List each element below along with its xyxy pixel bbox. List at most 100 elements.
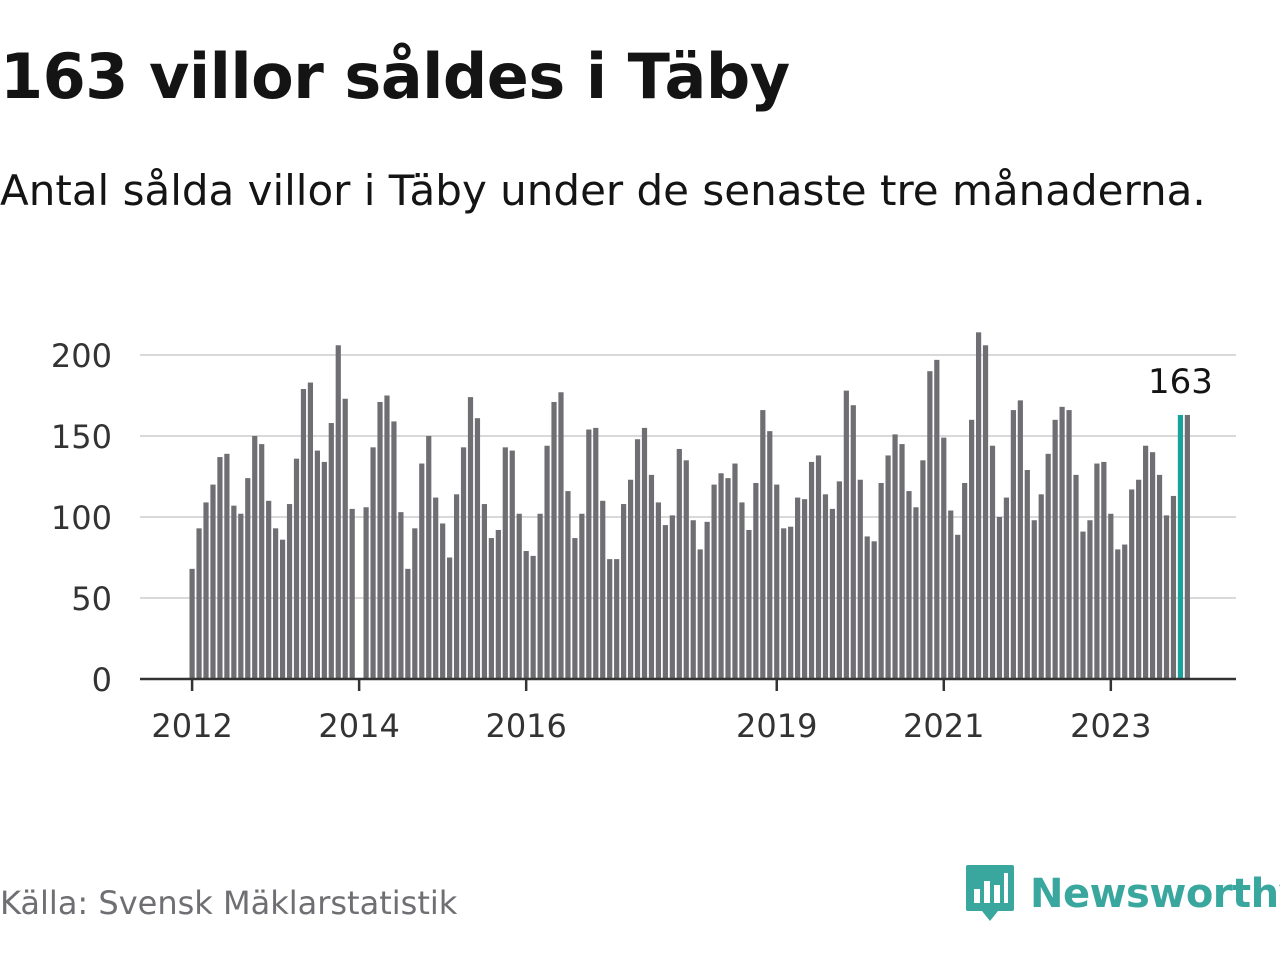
bar [955, 534, 961, 679]
bar [648, 474, 655, 679]
bar [210, 484, 216, 679]
bar [551, 401, 557, 679]
bar [238, 513, 244, 679]
bar [614, 559, 620, 679]
bars [189, 332, 1190, 679]
bar [697, 549, 703, 679]
bar [279, 539, 286, 679]
bar [927, 371, 933, 679]
bar [1136, 479, 1142, 679]
bar [948, 510, 954, 679]
bar [1024, 470, 1030, 679]
bar [962, 482, 968, 679]
bar [335, 345, 341, 679]
bar [495, 529, 501, 679]
bar [460, 447, 467, 679]
bar [669, 515, 675, 679]
source-note: Källa: Svensk Mäklarstatistik [0, 884, 458, 922]
bar [224, 453, 230, 679]
bar [523, 551, 529, 679]
bar [808, 461, 815, 679]
chart-title: 163 villor såldes i Täby [0, 40, 790, 113]
bar [934, 359, 940, 679]
bar [822, 494, 829, 679]
bar [321, 461, 327, 679]
y-tick-label: 200 [51, 337, 112, 375]
bar [586, 429, 592, 679]
bar [843, 390, 849, 679]
bar [607, 559, 613, 679]
bar [328, 423, 334, 679]
bar [391, 421, 397, 679]
bar [488, 538, 494, 679]
bar [502, 447, 508, 679]
bar [440, 523, 446, 679]
y-tick-label: 100 [51, 499, 112, 537]
x-tick-label: 2019 [736, 707, 817, 745]
bar [704, 521, 710, 679]
y-tick-label: 150 [51, 418, 112, 456]
bar [349, 508, 355, 679]
bar [739, 502, 745, 679]
bar [189, 568, 195, 679]
bar [447, 557, 453, 679]
bar [252, 436, 258, 679]
bar [732, 463, 738, 679]
bar [426, 436, 432, 679]
newsworthy-logo-icon [966, 865, 1014, 921]
bar [781, 528, 787, 679]
bar [1059, 406, 1065, 679]
bar [725, 478, 731, 679]
bar [300, 389, 307, 679]
bar [621, 504, 627, 679]
bar [1010, 410, 1016, 679]
bar [634, 439, 641, 679]
bar [217, 457, 223, 679]
bar [906, 491, 912, 679]
brand-logo[interactable]: Newsworthy [964, 862, 1280, 926]
bar [1184, 414, 1190, 679]
chart-labels: 0 50 100 150 200 2012 2014 2016 2019 2021 2023 163 [51, 337, 1213, 745]
bar [1017, 400, 1023, 679]
bar [641, 427, 648, 679]
bar [627, 479, 634, 679]
x-tick-label: 2021 [903, 707, 984, 745]
bar [718, 473, 724, 679]
bar [1094, 463, 1100, 679]
bar [1073, 474, 1079, 679]
bar [836, 481, 842, 679]
bar [537, 513, 543, 679]
bar [1129, 489, 1135, 679]
bar [857, 479, 863, 679]
bar [1115, 549, 1121, 679]
bar [899, 444, 905, 679]
bar [774, 484, 780, 679]
bar [996, 517, 1003, 679]
bar [419, 463, 425, 679]
bar [850, 405, 856, 679]
bar [815, 455, 822, 679]
bar [1156, 474, 1163, 679]
bar [370, 447, 376, 679]
bar [266, 500, 272, 679]
x-tick-label: 2014 [318, 707, 399, 745]
bar [989, 445, 996, 679]
x-tick-label: 2016 [485, 707, 566, 745]
bar [405, 568, 411, 679]
bar [941, 437, 947, 679]
bar-highlight [1177, 414, 1184, 679]
y-tick-label: 50 [71, 580, 112, 618]
bar [1170, 495, 1177, 679]
bar [1066, 410, 1072, 679]
x-tick-label: 2012 [151, 707, 232, 745]
bar [363, 507, 369, 679]
bar [788, 526, 794, 679]
bar [259, 444, 265, 679]
bar [1101, 461, 1107, 679]
bar [293, 458, 300, 679]
bar [885, 455, 891, 679]
bar [871, 541, 877, 679]
bar [801, 499, 808, 679]
chart-subtitle: Antal sålda villor i Täby under de senas… [0, 166, 1206, 215]
bar [474, 418, 481, 679]
